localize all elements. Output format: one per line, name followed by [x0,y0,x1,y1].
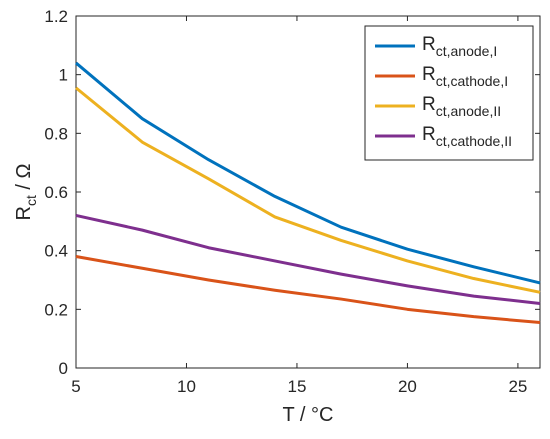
y-tick-label: 0.8 [44,124,68,143]
legend-label-main: R [422,34,436,55]
x-tick-label: 20 [398,377,417,396]
series-line-3 [75,86,541,294]
axis-labels: T / °C Rct / Ω [13,163,333,426]
y-axis-label-sub: ct [23,195,39,206]
series-line-2 [75,255,541,325]
y-tick-label: 0.2 [44,300,68,319]
legend-box [364,25,534,161]
y-axis-label: Rct / Ω [13,163,39,220]
legend-label-main: R [422,124,436,145]
legend-label-main: R [422,94,436,115]
series-line-1 [75,61,541,285]
x-tick-label: 10 [177,377,196,396]
legend-label-sub: ct,cathode,I [436,73,508,89]
y-axis-label-rest: / Ω [13,163,35,195]
x-tick-label: 15 [287,377,306,396]
legend-label-3: Rct,anode,II [422,94,501,119]
ticks-layer: 5 10 15 20 25 0 0.2 0.4 0.6 0.8 1 1.2 [44,7,540,396]
y-tick-label: 0.4 [44,242,68,261]
x-tick-label: 5 [71,377,80,396]
y-tick-label: 0.6 [44,183,68,202]
legend-label-1: Rct,anode,I [422,34,497,59]
legend: Rct,anode,IRct,cathode,IRct,anode,IIRct,… [364,25,534,161]
y-axis-label-main: R [13,206,35,220]
legend-label-4: Rct,cathode,II [422,124,512,149]
legend-label-sub: ct,anode,II [436,103,501,119]
y-tick-label: 1.2 [44,7,68,26]
legend-label-sub: ct,anode,I [436,43,498,59]
legend-label-2: Rct,cathode,I [422,64,508,89]
legend-label-main: R [422,64,436,85]
x-tick-label: 25 [508,377,527,396]
series-line-4 [75,214,541,305]
y-tick-label: 1 [59,66,68,85]
x-axis-label: T / °C [283,404,334,426]
y-tick-label: 0 [59,359,68,378]
legend-label-sub: ct,cathode,II [436,133,512,149]
series-layer [75,61,541,325]
